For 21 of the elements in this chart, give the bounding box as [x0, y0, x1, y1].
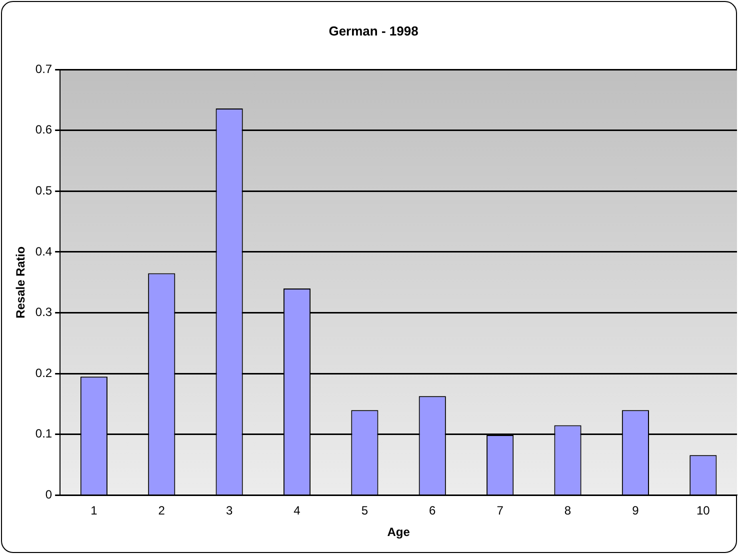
x-tick-label: 1 [90, 504, 98, 518]
y-tick-label: 0.3 [35, 305, 52, 320]
x-tick-label: 9 [632, 504, 640, 518]
x-tick-label: 3 [226, 504, 233, 518]
y-axis-title: Resale Ratio [14, 246, 28, 318]
x-tick-label: 10 [696, 504, 710, 518]
y-tick-label: 0.2 [35, 366, 52, 380]
chart-title: German - 1998 [328, 23, 418, 38]
x-tick-label: 6 [429, 504, 436, 518]
y-tick-label: 0.4 [35, 244, 52, 258]
y-tick-label: 0.7 [35, 62, 52, 76]
x-tick-label: 5 [361, 504, 368, 518]
y-tick-label: 0.5 [35, 184, 52, 198]
x-tick-label: 8 [564, 504, 572, 518]
x-tick-label: 7 [496, 504, 504, 518]
x-tick-label: 2 [158, 504, 166, 518]
y-tick-label: 0.1 [35, 426, 52, 441]
y-tick-label: 0.6 [35, 122, 52, 137]
x-tick-label: 4 [294, 504, 301, 518]
y-tick-label: 0 [45, 488, 52, 502]
x-axis-title: Age [387, 525, 410, 540]
